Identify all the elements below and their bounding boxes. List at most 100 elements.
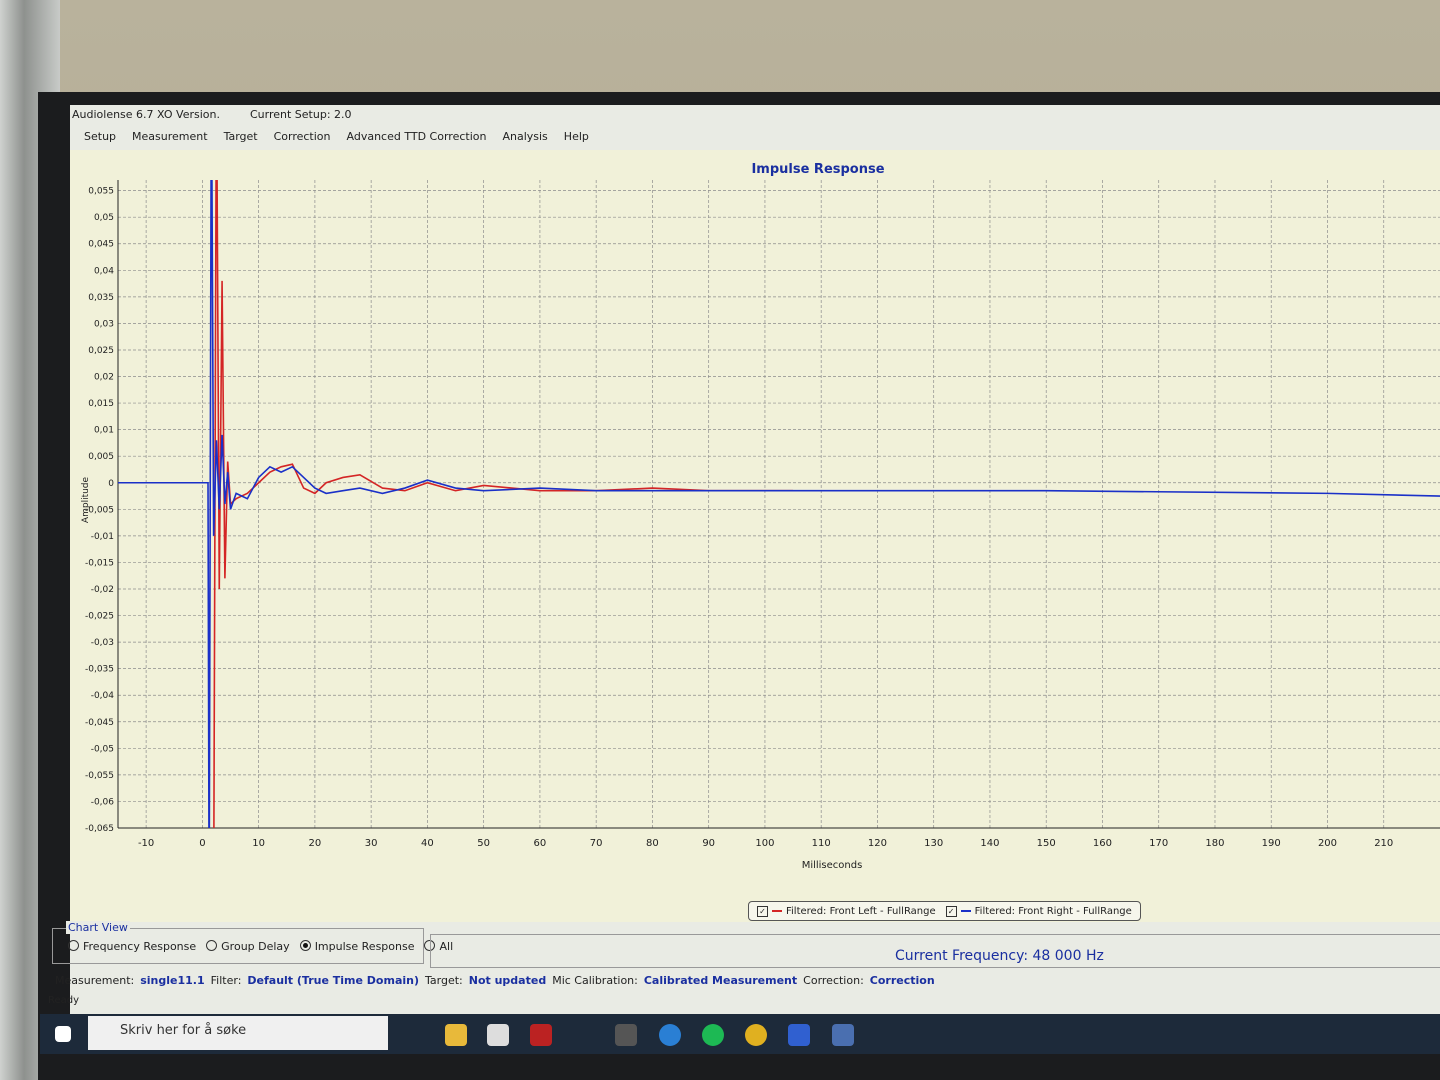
menu-item[interactable]: Measurement <box>132 130 208 143</box>
status-label: Target: <box>425 974 463 987</box>
x-tick-label: 140 <box>980 838 999 849</box>
app-icon[interactable] <box>702 1024 724 1046</box>
window-title: Audiolense 6.7 XO Version. <box>72 108 220 121</box>
y-tick-label: -0,015 <box>85 558 114 568</box>
status-label: Mic Calibration: <box>552 974 638 987</box>
status-value: Not updated <box>468 974 547 987</box>
legend-label: Filtered: Front Left - FullRange <box>786 905 936 917</box>
x-tick-label: 0 <box>199 838 205 849</box>
radio-label: Impulse Response <box>314 940 415 953</box>
status-line: Measurement: single11.1 Filter: Default (Tr… <box>55 974 935 987</box>
x-tick-label: 50 <box>477 838 490 849</box>
chart-view-group <box>52 928 424 964</box>
current-frequency: Current Frequency: 48 000 Hz <box>895 948 1104 964</box>
y-tick-label: 0,05 <box>94 213 114 223</box>
chart-title: Impulse Response <box>751 162 884 177</box>
y-tick-label: -0,05 <box>91 744 114 754</box>
y-tick-label: 0,02 <box>94 373 114 383</box>
app-icon[interactable] <box>487 1024 509 1046</box>
ready-status: Ready <box>48 995 80 1006</box>
app-icon[interactable] <box>615 1024 637 1046</box>
search-box[interactable]: Skriv her for å søke <box>88 1016 388 1050</box>
radio-button <box>206 940 218 951</box>
legend-item: ✓ Filtered: Front Left - FullRange <box>757 905 936 917</box>
menu-item[interactable]: Analysis <box>502 130 548 143</box>
y-tick-label: -0,02 <box>91 585 114 595</box>
x-tick-label: 100 <box>755 838 774 849</box>
y-tick-label: -0,065 <box>85 824 114 834</box>
x-tick-label: 210 <box>1374 838 1393 849</box>
radio-label: Group Delay <box>221 940 290 953</box>
y-tick-label: 0,01 <box>94 426 114 436</box>
y-tick-label: 0,055 <box>88 187 114 197</box>
menu-item[interactable]: Help <box>563 130 589 143</box>
x-tick-label: 30 <box>365 838 378 849</box>
legend-checkbox[interactable]: ✓ <box>757 905 768 917</box>
y-axis-label: Amplitude <box>81 476 91 523</box>
status-value: single11.1 <box>140 974 205 987</box>
radio-option[interactable]: Frequency Response <box>68 940 196 953</box>
status-label: Measurement: <box>55 974 135 987</box>
radio-option[interactable]: Group Delay <box>206 940 290 953</box>
y-tick-label: 0,04 <box>94 266 114 276</box>
x-tick-label: 120 <box>868 838 887 849</box>
app-icon[interactable] <box>788 1024 810 1046</box>
plot-area <box>118 180 1440 828</box>
x-tick-label: 160 <box>1093 838 1112 849</box>
x-tick-label: 200 <box>1318 838 1337 849</box>
app-icon[interactable] <box>832 1024 854 1046</box>
x-tick-label: 90 <box>702 838 715 849</box>
legend-swatch <box>960 909 971 912</box>
y-tick-label: 0,025 <box>88 346 114 356</box>
radio-button <box>424 940 436 951</box>
x-tick-label: 70 <box>590 838 603 849</box>
radio-button <box>68 940 79 951</box>
y-tick-label: 0,045 <box>88 240 114 250</box>
x-tick-label: 170 <box>1149 838 1168 849</box>
chart-view-options: Frequency Response Group Delay Impulse Res… <box>68 940 453 953</box>
title-bar: Audiolense 6.7 XO Version. Current Setup… <box>72 108 352 121</box>
y-tick-label: -0,055 <box>85 771 114 781</box>
menu-item[interactable]: Correction <box>273 130 331 143</box>
radio-label: All <box>439 940 454 953</box>
chart-view-title: Chart View <box>66 921 130 934</box>
app-icon[interactable] <box>745 1024 767 1046</box>
x-tick-label: 110 <box>812 838 831 849</box>
y-tick-label: -0,03 <box>91 638 114 648</box>
app-icon[interactable] <box>530 1024 552 1046</box>
y-tick-label: -0,045 <box>85 718 114 728</box>
y-tick-label: -0,005 <box>85 505 114 515</box>
menu-item[interactable]: Advanced TTD Correction <box>346 130 487 143</box>
radio-option[interactable]: Impulse Response <box>299 940 415 953</box>
x-axis-label: Milliseconds <box>802 860 863 871</box>
y-tick-label: 0 <box>108 479 114 489</box>
y-tick-label: -0,01 <box>91 532 114 542</box>
status-value: Default (True Time Domain) <box>247 974 419 987</box>
series-line <box>118 180 1440 828</box>
current-setup: Current Setup: 2.0 <box>249 108 352 121</box>
x-tick-label: 10 <box>252 838 265 849</box>
y-tick-label: -0,06 <box>91 797 115 807</box>
x-tick-label: 80 <box>646 838 659 849</box>
x-tick-label: 20 <box>309 838 322 849</box>
series-line <box>213 180 794 828</box>
status-label: Filter: <box>210 974 242 987</box>
radio-label: Frequency Response <box>83 940 197 953</box>
start-button[interactable] <box>55 1026 71 1042</box>
legend-swatch <box>772 909 782 912</box>
y-tick-label: -0,035 <box>85 665 114 675</box>
legend-item: ✓ Filtered: Front Right - FullRange <box>945 905 1132 917</box>
x-tick-label: -10 <box>138 838 154 849</box>
radio-option[interactable]: All <box>424 940 453 953</box>
x-tick-label: 150 <box>1037 838 1056 849</box>
y-tick-label: 0,015 <box>88 399 114 409</box>
x-tick-label: 190 <box>1262 838 1281 849</box>
menu-item[interactable]: Setup <box>84 130 117 143</box>
menu-item[interactable]: Target <box>223 130 258 143</box>
app-icon[interactable] <box>659 1024 681 1046</box>
y-tick-label: 0,005 <box>88 452 114 462</box>
chart: Impulse Response Amplitude Milliseconds … <box>81 162 1440 871</box>
legend-checkbox[interactable]: ✓ <box>945 905 957 917</box>
y-tick-label: -0,04 <box>91 691 115 701</box>
app-icon[interactable] <box>445 1024 467 1046</box>
